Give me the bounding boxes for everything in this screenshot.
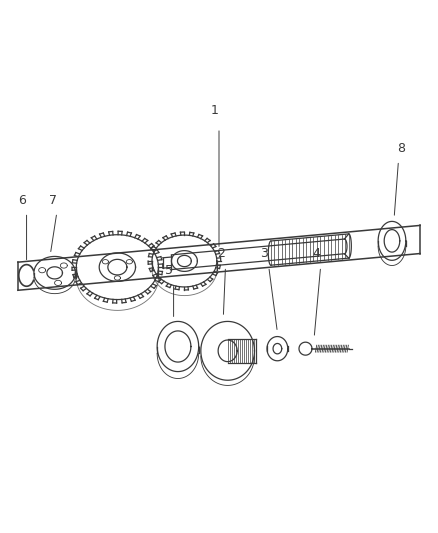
Text: 1: 1 — [211, 104, 219, 117]
Text: 8: 8 — [397, 142, 405, 155]
Text: 4: 4 — [312, 247, 320, 260]
Text: 2: 2 — [217, 247, 225, 260]
Text: 7: 7 — [49, 194, 57, 207]
Text: 6: 6 — [18, 194, 26, 207]
Text: 3: 3 — [261, 247, 268, 260]
Text: 5: 5 — [165, 264, 173, 277]
